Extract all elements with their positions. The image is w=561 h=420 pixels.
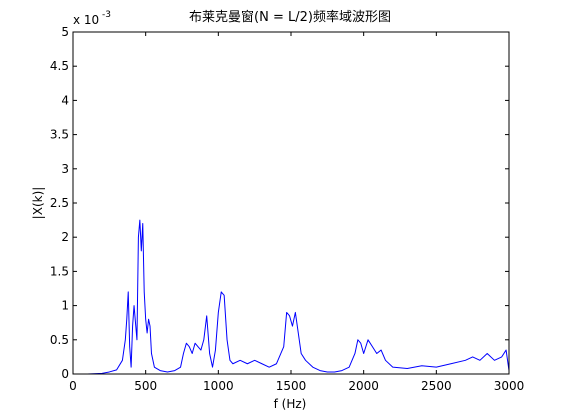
y-tick-label: 0 xyxy=(61,367,69,381)
spectrum-series-line xyxy=(73,219,510,375)
x-tick-label: 3000 xyxy=(494,379,525,393)
y-tick-label: 1 xyxy=(61,299,69,313)
y-tick-label: 0.5 xyxy=(50,333,69,347)
ticks-layer: 0 500 1000 1500 2000 2500 3000 0 0.5 1 1.5 2 2.5 3 3.5… xyxy=(50,25,524,393)
x-tick-label: 1500 xyxy=(276,379,307,393)
y-tick-label: 2 xyxy=(61,230,69,244)
y-tick-label: 3 xyxy=(61,162,69,176)
y-axis-label: |X(k)| xyxy=(31,187,45,220)
x-tick-label: 1000 xyxy=(203,379,234,393)
x-axis-label: f (Hz) xyxy=(274,397,307,411)
chart-title: 布莱克曼窗(N = L/2)频率域波形图 xyxy=(189,9,391,25)
y-tick-label: 3.5 xyxy=(50,128,69,142)
exponent-label: x 10 -3 xyxy=(73,10,111,27)
y-tick-label: 4.5 xyxy=(50,59,69,73)
x-tick-label: 0 xyxy=(69,379,77,393)
x-tick-label: 500 xyxy=(134,379,157,393)
x-tick-label: 2000 xyxy=(348,379,379,393)
y-tick-label: 5 xyxy=(61,25,69,39)
y-tick-label: 4 xyxy=(61,93,69,107)
plot-layer xyxy=(73,219,510,375)
x-tick-label: 2500 xyxy=(421,379,452,393)
exponent-base: x 10 xyxy=(73,13,99,27)
y-tick-label: 1.5 xyxy=(50,264,69,278)
y-tick-label: 2.5 xyxy=(50,196,69,210)
exponent-power: -3 xyxy=(102,10,111,20)
